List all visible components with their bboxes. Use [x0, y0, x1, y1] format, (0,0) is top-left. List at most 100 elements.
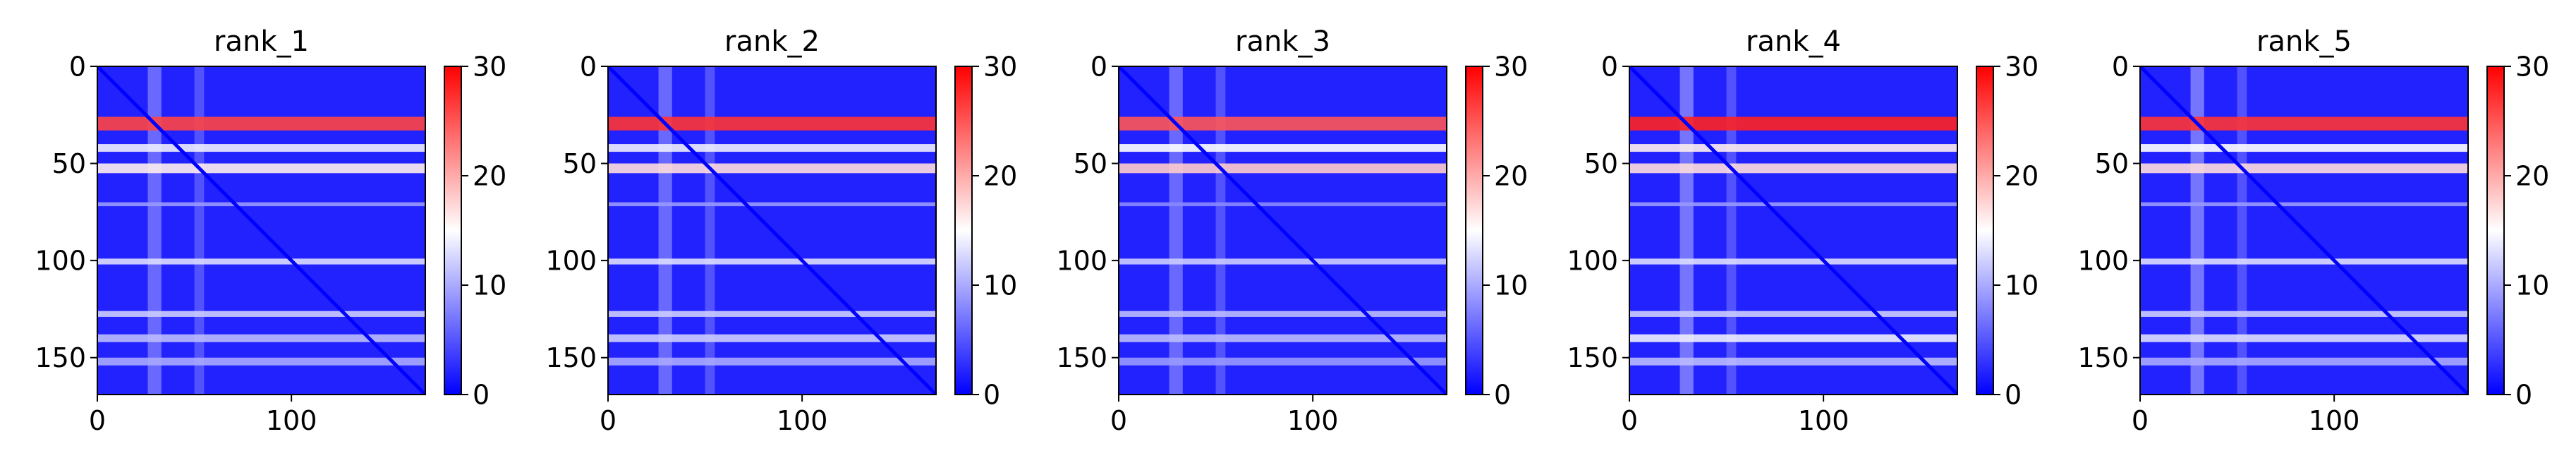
- colorbar-tick-label: 20: [473, 160, 506, 191]
- heatmap-row-band: [1119, 144, 1447, 152]
- colorbar: [1976, 66, 1993, 395]
- y-tick-label: 50: [1584, 148, 1618, 179]
- colorbar-tick-label: 10: [983, 270, 1017, 301]
- heatmap-row-band: [1119, 203, 1447, 207]
- x-tick-label: 0: [1110, 405, 1127, 436]
- y-tick-label: 150: [2077, 342, 2129, 373]
- colorbar-tick-label: 0: [2515, 379, 2532, 410]
- heatmap-column-band: [1680, 66, 1694, 395]
- colorbar-tick-label: 0: [473, 379, 490, 410]
- heatmap-row-band: [608, 335, 936, 342]
- heatmap-row-band: [608, 358, 936, 366]
- heatmap-row-band: [1629, 311, 1957, 317]
- y-tick-label: 50: [52, 148, 86, 179]
- x-tick-label: 100: [777, 405, 828, 436]
- heatmap-row-band: [97, 164, 425, 174]
- heatmap-column-band: [195, 66, 205, 395]
- heatmap-row-band: [97, 358, 425, 366]
- heatmap-row-band: [1119, 358, 1447, 366]
- colorbar-tick-label: 30: [983, 51, 1017, 82]
- colorbar: [444, 66, 461, 395]
- heatmap-row-band: [97, 311, 425, 317]
- heatmap-row-band: [608, 203, 936, 207]
- heatmap-cells: [97, 66, 425, 395]
- heatmap-row-band: [2140, 203, 2468, 207]
- y-tick-label: 50: [563, 148, 597, 179]
- y-tick-label: 100: [545, 245, 597, 276]
- y-tick-label: 100: [35, 245, 86, 276]
- rank-panel-2: rank_20501001500 1000102030: [545, 25, 1017, 436]
- heatmap-row-band: [2140, 144, 2468, 152]
- heatmap-column-band: [2191, 66, 2204, 395]
- x-tick-label: 0: [1621, 405, 1638, 436]
- colorbar-tick-label: 0: [983, 379, 1000, 410]
- heatmap-row-band: [97, 144, 425, 152]
- heatmap-row-band: [2140, 358, 2468, 366]
- heatmap-cells: [1629, 66, 1957, 395]
- y-tick-label: 0: [2112, 51, 2129, 82]
- heatmap-row-band: [2140, 117, 2468, 131]
- panel-title: rank_4: [1746, 25, 1841, 58]
- rank-panel-4: rank_4 0 50 100 150 0 100 0 10 20 30: [1567, 25, 2039, 436]
- x-tick-label: 100: [1287, 405, 1339, 436]
- heatmap-row-band: [2140, 258, 2468, 264]
- heatmap-row-band: [97, 117, 425, 131]
- heatmap-column-band: [1169, 66, 1183, 395]
- y-tick-label: 0: [1090, 51, 1107, 82]
- heatmap-row-band: [1629, 335, 1957, 342]
- heatmap-row-band: [608, 311, 936, 317]
- heatmap-row-band: [1119, 335, 1447, 342]
- y-tick-label: 150: [545, 342, 597, 373]
- y-tick-label: 150: [1056, 342, 1107, 373]
- colorbar-tick-label: 10: [2005, 270, 2039, 301]
- y-tick-label: 0: [69, 51, 86, 82]
- colorbar: [2487, 66, 2504, 395]
- y-tick-label: 100: [1056, 245, 1107, 276]
- heatmap-row-band: [2140, 311, 2468, 317]
- colorbar-tick-label: 30: [473, 51, 506, 82]
- heatmap-row-band: [1119, 258, 1447, 264]
- colorbar-tick-label: 20: [1494, 160, 1528, 191]
- heatmap-cells: [2140, 66, 2468, 395]
- x-tick-label: 100: [266, 405, 317, 436]
- colorbar-tick-label: 20: [983, 160, 1017, 191]
- heatmap-row-band: [1629, 164, 1957, 174]
- colorbar: [955, 66, 972, 395]
- y-tick-label: 50: [2095, 148, 2129, 179]
- heatmap-row-band: [608, 258, 936, 264]
- heatmap-row-band: [2140, 164, 2468, 174]
- heatmap-column-band: [1216, 66, 1226, 395]
- colorbar-tick-label: 10: [2515, 270, 2549, 301]
- heatmap-row-band: [1629, 358, 1957, 366]
- heatmap-row-band: [1629, 203, 1957, 207]
- heatmap-row-band: [608, 144, 936, 152]
- colorbar-tick-label: 0: [2005, 379, 2022, 410]
- x-tick-label: 100: [2309, 405, 2360, 436]
- colorbar: [1466, 66, 1483, 395]
- rank-panel-3: rank_30501001500 1000102030: [1056, 25, 1528, 436]
- heatmap-row-band: [1629, 144, 1957, 152]
- y-tick-label: 50: [1074, 148, 1107, 179]
- y-tick-label: 150: [35, 342, 86, 373]
- heatmap-row-band: [608, 117, 936, 131]
- x-tick-label: 0: [2132, 405, 2149, 436]
- colorbar-tick-label: 30: [2515, 51, 2549, 82]
- heatmap-row-band: [608, 164, 936, 174]
- colorbar-tick-label: 30: [2005, 51, 2039, 82]
- heatmap-row-band: [97, 203, 425, 207]
- colorbar-tick-label: 10: [473, 270, 506, 301]
- heatmap-row-band: [97, 335, 425, 342]
- heatmap-row-band: [1629, 258, 1957, 264]
- heatmap-column-band: [1727, 66, 1737, 395]
- heatmap-column-band: [659, 66, 672, 395]
- heatmap-column-band: [2237, 66, 2247, 395]
- y-tick-label: 100: [2077, 245, 2129, 276]
- panel-title: rank_2: [724, 25, 820, 58]
- y-tick-label: 100: [1567, 245, 1618, 276]
- rank-panel-5: rank_5 0 50 100 150 0 100 0 10 20 30: [2077, 25, 2549, 436]
- colorbar-tick-label: 10: [1494, 270, 1528, 301]
- colorbar-tick-label: 20: [2515, 160, 2549, 191]
- colorbar-tick-label: 20: [2005, 160, 2039, 191]
- heatmap-row-band: [1629, 117, 1957, 131]
